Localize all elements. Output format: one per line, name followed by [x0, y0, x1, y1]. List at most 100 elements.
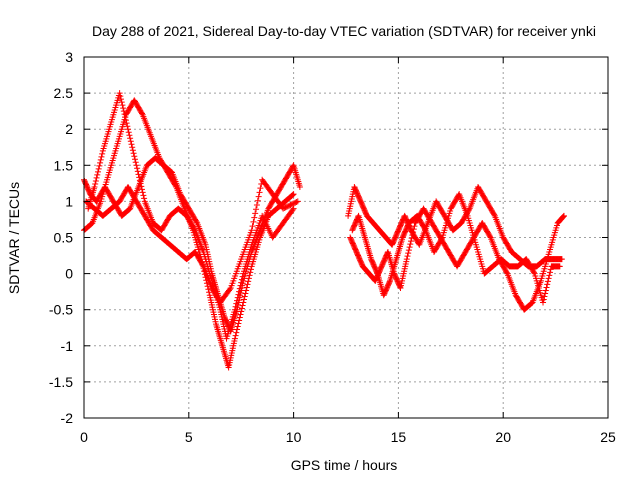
- data-point: [122, 117, 129, 124]
- data-point: [242, 290, 249, 297]
- data-point: [121, 111, 128, 118]
- data-point: [136, 174, 143, 181]
- y-tick-label: -1.5: [49, 374, 73, 390]
- data-point: [396, 283, 403, 290]
- data-point: [99, 150, 106, 157]
- data-point: [245, 275, 252, 282]
- data-point: [253, 206, 260, 213]
- data-point: [235, 291, 242, 298]
- data-point: [119, 102, 126, 109]
- data-point: [233, 329, 240, 336]
- data-point: [131, 153, 138, 160]
- x-tick-label: 25: [600, 429, 616, 445]
- data-point: [256, 189, 263, 196]
- data-point: [136, 177, 143, 184]
- data-point: [125, 129, 132, 136]
- data-point: [243, 284, 250, 291]
- data-point: [137, 180, 144, 187]
- data-point: [239, 273, 246, 280]
- data-point: [289, 191, 296, 198]
- data-point: [132, 156, 139, 163]
- data-point: [406, 244, 413, 251]
- data-point: [257, 185, 264, 192]
- data-point: [247, 266, 254, 273]
- data-point: [238, 305, 245, 312]
- y-tick-label: 2: [65, 121, 73, 137]
- data-point: [135, 171, 142, 178]
- data-point: [138, 183, 145, 190]
- data-point: [134, 168, 141, 175]
- data-point: [540, 296, 547, 303]
- data-point: [503, 269, 510, 276]
- y-axis-label: SDTVAR / TECUs: [6, 182, 22, 294]
- data-point: [91, 183, 98, 190]
- data-point: [528, 300, 535, 307]
- data-point: [117, 93, 124, 100]
- data-point: [238, 276, 245, 283]
- data-point: [560, 213, 567, 220]
- data-point: [405, 250, 412, 257]
- data-point: [236, 314, 243, 321]
- data-point: [118, 99, 125, 106]
- data-point: [124, 123, 131, 130]
- data-point: [141, 195, 148, 202]
- data-point: [254, 197, 261, 204]
- data-point: [530, 269, 537, 276]
- data-point: [234, 323, 241, 330]
- data-point: [560, 212, 567, 219]
- data-point: [559, 214, 566, 221]
- data-point: [542, 287, 549, 294]
- grid-lines: [84, 57, 608, 418]
- data-point: [239, 302, 246, 309]
- data-point: [290, 205, 297, 212]
- data-point: [232, 332, 239, 339]
- data-point: [251, 214, 258, 221]
- data-point: [486, 233, 493, 240]
- data-point: [540, 299, 547, 306]
- data-point: [558, 256, 565, 263]
- data-point: [130, 150, 137, 157]
- data-point: [120, 108, 127, 115]
- data-point: [118, 96, 125, 103]
- data-point: [237, 311, 244, 318]
- data-point: [231, 335, 238, 342]
- data-point: [206, 289, 213, 296]
- data-point: [138, 186, 145, 193]
- data-point: [409, 232, 416, 239]
- data-point: [544, 281, 551, 288]
- data-point: [234, 326, 241, 333]
- x-tick-label: 0: [80, 429, 88, 445]
- data-point: [92, 177, 99, 184]
- y-tick-label: 0: [65, 266, 73, 282]
- data-point: [403, 256, 410, 263]
- data-point: [253, 202, 260, 209]
- data-point: [252, 210, 259, 217]
- data-point: [410, 226, 417, 233]
- data-point: [296, 183, 303, 190]
- data-point: [293, 199, 300, 206]
- data-point: [236, 317, 243, 324]
- data-point: [193, 218, 200, 225]
- data-point: [231, 306, 238, 313]
- data-point: [237, 282, 244, 289]
- data-point: [373, 269, 380, 276]
- data-point: [94, 171, 101, 178]
- data-point: [126, 132, 133, 139]
- data-point: [407, 241, 414, 248]
- data-point: [386, 279, 393, 286]
- data-point: [289, 206, 296, 213]
- data-point: [438, 235, 445, 242]
- y-tick-label: -1: [61, 338, 74, 354]
- data-point: [127, 138, 134, 145]
- data-point: [235, 320, 242, 327]
- data-point: [92, 180, 99, 187]
- y-tick-label: -0.5: [49, 302, 73, 318]
- y-tick-label: 0.5: [54, 230, 74, 246]
- data-point: [138, 110, 145, 117]
- data-point: [134, 165, 141, 172]
- data-point: [97, 156, 104, 163]
- data-point: [234, 297, 241, 304]
- data-point: [98, 153, 105, 160]
- data-point: [247, 269, 254, 276]
- data-point: [95, 165, 102, 172]
